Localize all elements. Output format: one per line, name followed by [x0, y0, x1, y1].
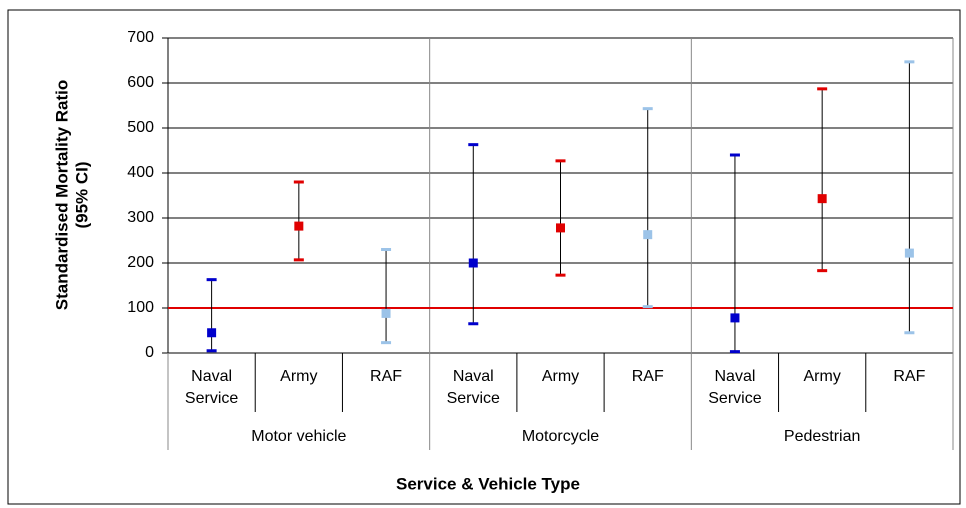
group-label: Motor vehicle — [251, 428, 346, 445]
point — [643, 230, 653, 240]
x-axis-title: Service & Vehicle Type — [396, 474, 580, 493]
upper-cap — [381, 248, 392, 251]
lower-cap — [381, 341, 392, 345]
x-tick-label: RAF — [893, 368, 925, 385]
point — [817, 194, 827, 204]
y-tick-label: 300 — [127, 209, 154, 226]
x-tick-label: RAF — [370, 368, 402, 385]
y-axis-title: Standardised Mortality Ratio — [52, 80, 71, 310]
upper-cap — [206, 278, 217, 282]
upper-cap — [642, 107, 653, 111]
lower-cap — [729, 350, 740, 354]
x-tick-label: Naval Service — [708, 368, 761, 407]
group-label: Motorcycle — [522, 428, 599, 445]
lower-cap — [555, 273, 566, 277]
lower-cap — [293, 258, 304, 262]
y-tick-label: 400 — [127, 164, 154, 181]
upper-cap — [555, 159, 566, 163]
point — [468, 258, 478, 268]
lower-cap — [642, 305, 653, 309]
x-tick-label: Naval Service — [447, 368, 500, 407]
y-tick-label: 600 — [127, 74, 154, 91]
point — [207, 328, 217, 338]
upper-cap — [293, 180, 304, 184]
x-tick-label: Naval Service — [185, 368, 238, 407]
upper-cap — [729, 153, 740, 157]
point — [294, 221, 304, 231]
y-tick-label: 100 — [127, 299, 154, 316]
y-tick-label: 700 — [127, 29, 154, 46]
x-tick-label: RAF — [632, 368, 664, 385]
upper-cap — [817, 87, 828, 91]
x-tick-label: Army — [542, 368, 579, 385]
point — [730, 313, 740, 323]
point — [556, 223, 565, 233]
group-label: Pedestrian — [784, 428, 861, 445]
upper-cap — [468, 143, 479, 147]
x-tick-label: Army — [804, 368, 841, 385]
point — [381, 308, 391, 318]
y-tick-label: 200 — [127, 254, 154, 271]
lower-cap — [468, 322, 479, 326]
upper-cap — [904, 60, 915, 64]
y-tick-label: 0 — [145, 344, 154, 361]
chart-frame — [7, 9, 961, 505]
lower-cap — [206, 349, 217, 353]
x-tick-label: Army — [280, 368, 317, 385]
lower-cap — [904, 331, 915, 335]
point — [904, 248, 914, 258]
y-axis-title: (95% CI) — [72, 161, 91, 228]
lower-cap — [817, 269, 828, 273]
y-tick-label: 500 — [127, 119, 154, 136]
